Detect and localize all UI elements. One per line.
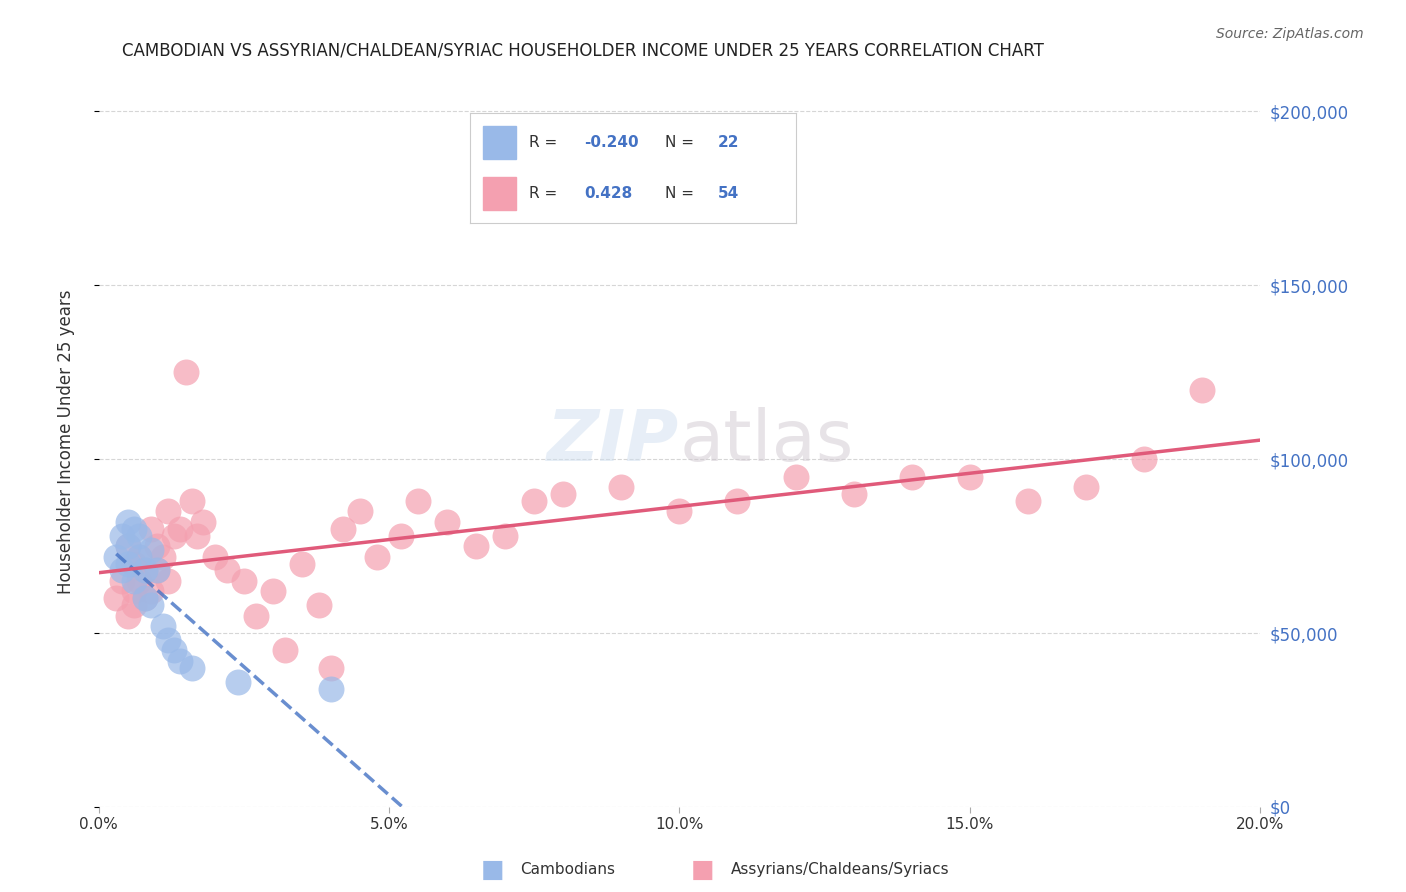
Point <box>193 515 215 529</box>
Point <box>1133 452 1156 467</box>
Point <box>105 591 128 606</box>
Point <box>134 591 156 606</box>
Point <box>959 469 981 483</box>
Point <box>157 574 180 588</box>
Point <box>128 529 150 543</box>
Point <box>169 522 191 536</box>
Point <box>900 469 922 483</box>
Text: Cambodians: Cambodians <box>520 863 616 877</box>
Point <box>146 539 169 553</box>
Point <box>349 504 371 518</box>
Point <box>204 549 226 564</box>
Text: Source: ZipAtlas.com: Source: ZipAtlas.com <box>1216 27 1364 41</box>
Point <box>226 674 249 689</box>
Point <box>111 574 134 588</box>
Point <box>139 584 162 599</box>
Point <box>134 564 156 578</box>
Point <box>725 494 748 508</box>
Point <box>465 539 488 553</box>
Point <box>366 549 388 564</box>
Point <box>163 529 186 543</box>
Point <box>139 599 162 613</box>
Point <box>163 643 186 657</box>
Point <box>1017 494 1039 508</box>
Text: Assyrians/Chaldeans/Syriacs: Assyrians/Chaldeans/Syriacs <box>731 863 949 877</box>
Point <box>186 529 208 543</box>
Point <box>291 557 314 571</box>
Text: ■: ■ <box>481 858 503 881</box>
Point <box>152 619 174 633</box>
Point <box>308 599 330 613</box>
Point <box>122 522 145 536</box>
Point <box>610 480 633 494</box>
Point <box>117 515 139 529</box>
Point <box>111 564 134 578</box>
Point <box>245 608 267 623</box>
Point <box>128 549 150 564</box>
Point <box>146 564 169 578</box>
Point <box>157 633 180 648</box>
Point <box>232 574 254 588</box>
Point <box>152 549 174 564</box>
Point <box>111 529 134 543</box>
Point <box>128 574 150 588</box>
Point <box>389 529 412 543</box>
Point <box>122 584 145 599</box>
Point <box>117 539 139 553</box>
Point <box>785 469 807 483</box>
Point <box>146 564 169 578</box>
Point <box>122 557 145 571</box>
Point <box>494 529 516 543</box>
Text: atlas: atlas <box>679 408 853 476</box>
Text: CAMBODIAN VS ASSYRIAN/CHALDEAN/SYRIAC HOUSEHOLDER INCOME UNDER 25 YEARS CORRELAT: CAMBODIAN VS ASSYRIAN/CHALDEAN/SYRIAC HO… <box>122 42 1043 60</box>
Text: ZIP: ZIP <box>547 408 679 476</box>
Point <box>139 542 162 557</box>
Point <box>157 504 180 518</box>
Point <box>122 599 145 613</box>
Text: ■: ■ <box>692 858 714 881</box>
Y-axis label: Householder Income Under 25 years: Householder Income Under 25 years <box>58 290 75 594</box>
Point <box>406 494 429 508</box>
Point <box>117 539 139 553</box>
Point <box>139 522 162 536</box>
Point <box>1074 480 1097 494</box>
Point <box>215 564 238 578</box>
Point <box>319 661 342 675</box>
Point <box>273 643 295 657</box>
Point <box>1191 383 1213 397</box>
Point <box>134 591 156 606</box>
Point <box>842 487 865 501</box>
Point <box>180 661 202 675</box>
Point <box>117 557 139 571</box>
Point <box>128 549 150 564</box>
Point <box>332 522 354 536</box>
Point <box>117 608 139 623</box>
Point <box>553 487 575 501</box>
Point <box>105 549 128 564</box>
Point <box>134 564 156 578</box>
Point <box>169 654 191 668</box>
Point <box>262 584 284 599</box>
Point <box>436 515 458 529</box>
Point <box>180 494 202 508</box>
Point <box>174 365 197 379</box>
Point <box>668 504 690 518</box>
Point <box>319 681 342 696</box>
Point <box>122 574 145 588</box>
Point <box>523 494 546 508</box>
